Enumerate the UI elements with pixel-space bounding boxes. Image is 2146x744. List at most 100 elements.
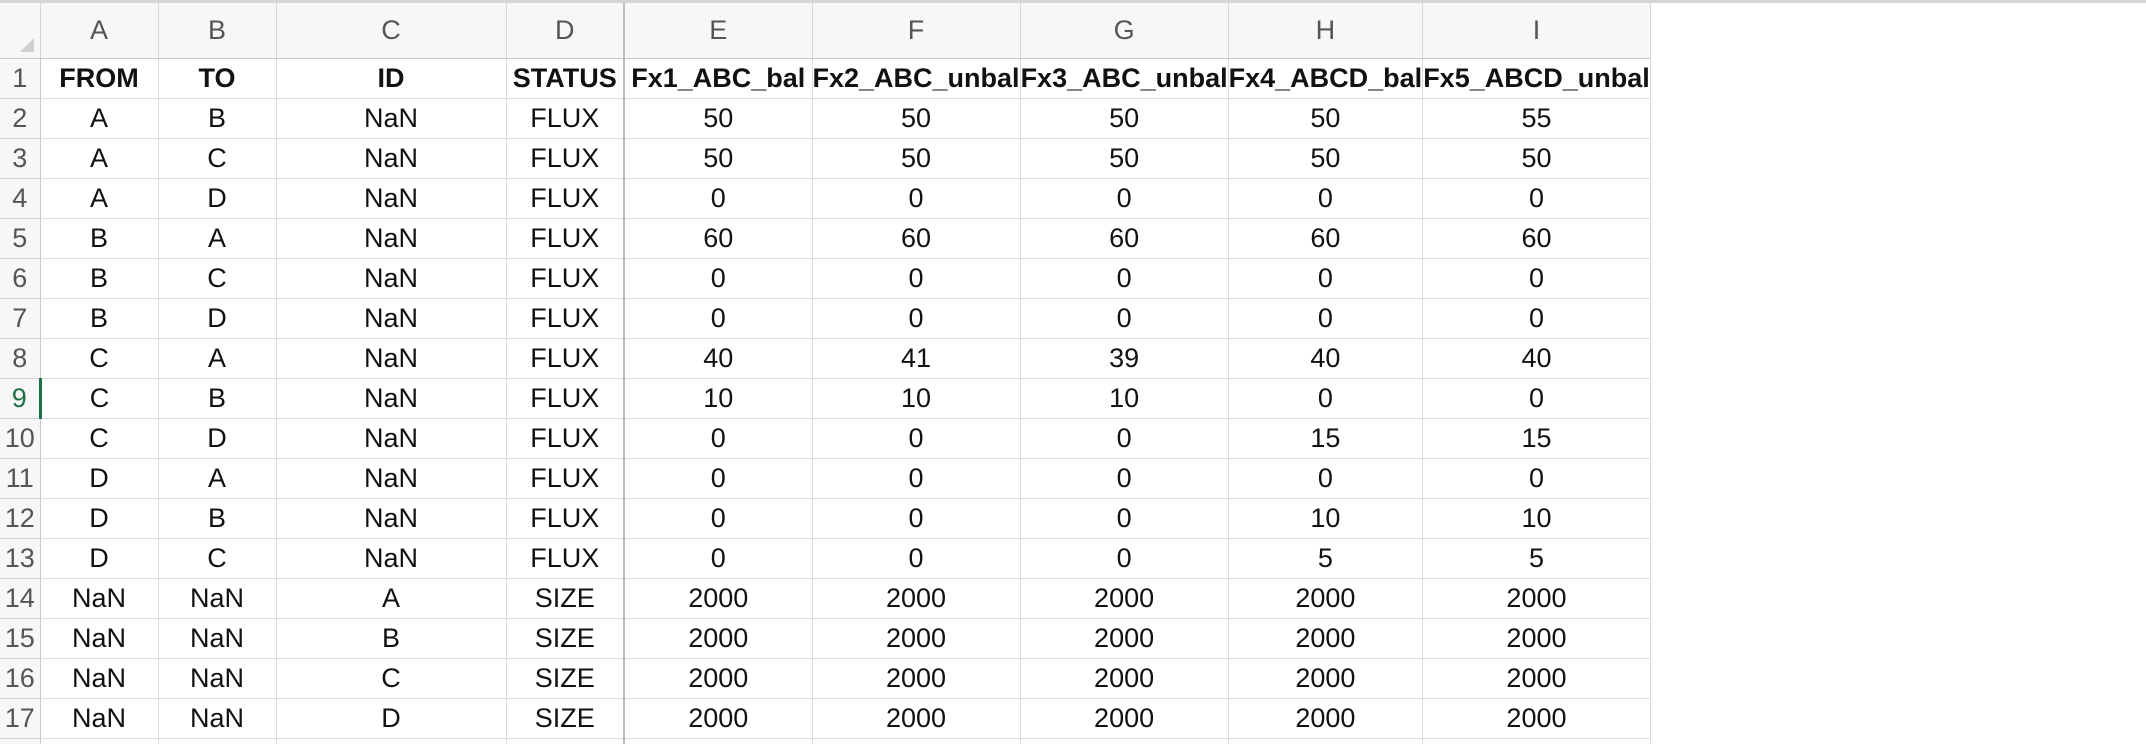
- data-cell[interactable]: 60: [1228, 218, 1424, 259]
- data-cell[interactable]: NaN: [276, 258, 507, 299]
- data-cell[interactable]: [506, 738, 625, 744]
- data-cell[interactable]: 0: [624, 178, 813, 219]
- data-cell[interactable]: 15: [1422, 418, 1651, 459]
- row-header-17[interactable]: 17: [0, 698, 41, 739]
- data-cell[interactable]: C: [40, 418, 159, 459]
- data-cell[interactable]: A: [40, 98, 159, 139]
- row-header-12[interactable]: 12: [0, 498, 41, 539]
- row-header-4[interactable]: 4: [0, 178, 41, 219]
- data-cell[interactable]: 2000: [1422, 698, 1651, 739]
- data-cell[interactable]: [624, 738, 813, 744]
- data-cell[interactable]: 2000: [1422, 658, 1651, 699]
- data-cell[interactable]: FLUX: [506, 298, 625, 339]
- data-cell[interactable]: 2000: [1020, 618, 1229, 659]
- data-cell[interactable]: 2000: [624, 618, 813, 659]
- row-header-14[interactable]: 14: [0, 578, 41, 619]
- data-cell[interactable]: D: [158, 418, 277, 459]
- data-cell[interactable]: NaN: [276, 418, 507, 459]
- data-cell[interactable]: 5: [1228, 538, 1424, 579]
- data-cell[interactable]: NaN: [276, 458, 507, 499]
- row-header-10[interactable]: 10: [0, 418, 41, 459]
- data-cell[interactable]: 41: [812, 338, 1021, 379]
- data-cell[interactable]: 10: [1020, 378, 1229, 419]
- row-header-6[interactable]: 6: [0, 258, 41, 299]
- data-cell[interactable]: 10: [1228, 498, 1424, 539]
- data-cell[interactable]: 60: [1422, 218, 1651, 259]
- data-cell[interactable]: [40, 738, 159, 744]
- data-cell[interactable]: NaN: [276, 218, 507, 259]
- row-header-9[interactable]: 9: [0, 378, 42, 419]
- data-cell[interactable]: SIZE: [506, 578, 625, 619]
- data-cell[interactable]: SIZE: [506, 618, 625, 659]
- column-header-g[interactable]: G: [1020, 3, 1229, 59]
- data-cell[interactable]: NaN: [276, 538, 507, 579]
- data-cell[interactable]: D: [40, 498, 159, 539]
- data-cell[interactable]: 0: [812, 538, 1021, 579]
- row-header-8[interactable]: 8: [0, 338, 41, 379]
- data-cell[interactable]: 0: [624, 538, 813, 579]
- data-cell[interactable]: 0: [1228, 178, 1424, 219]
- data-cell[interactable]: A: [158, 338, 277, 379]
- data-cell[interactable]: 50: [812, 98, 1021, 139]
- data-cell[interactable]: 55: [1422, 98, 1651, 139]
- data-cell[interactable]: FLUX: [506, 138, 625, 179]
- data-cell[interactable]: 0: [1228, 458, 1424, 499]
- data-cell[interactable]: 0: [1422, 178, 1651, 219]
- data-cell[interactable]: NaN: [276, 138, 507, 179]
- data-cell[interactable]: 2000: [1020, 698, 1229, 739]
- row-header-3[interactable]: 3: [0, 138, 41, 179]
- data-cell[interactable]: 2000: [1422, 578, 1651, 619]
- data-cell[interactable]: 2000: [1228, 578, 1424, 619]
- data-cell[interactable]: 2000: [1228, 658, 1424, 699]
- data-cell[interactable]: NaN: [276, 498, 507, 539]
- data-cell[interactable]: NaN: [40, 618, 159, 659]
- data-cell[interactable]: NaN: [40, 578, 159, 619]
- data-cell[interactable]: 2000: [812, 658, 1021, 699]
- data-cell[interactable]: SIZE: [506, 658, 625, 699]
- column-header-i[interactable]: I: [1422, 3, 1651, 59]
- header-cell[interactable]: ID: [276, 58, 507, 99]
- data-cell[interactable]: 0: [1228, 258, 1424, 299]
- data-cell[interactable]: 0: [1020, 178, 1229, 219]
- data-cell[interactable]: B: [40, 258, 159, 299]
- data-cell[interactable]: D: [40, 458, 159, 499]
- data-cell[interactable]: 50: [1020, 138, 1229, 179]
- data-cell[interactable]: 15: [1228, 418, 1424, 459]
- data-cell[interactable]: D: [158, 178, 277, 219]
- data-cell[interactable]: 0: [1020, 498, 1229, 539]
- column-header-c[interactable]: C: [276, 3, 507, 59]
- data-cell[interactable]: NaN: [276, 338, 507, 379]
- row-header-16[interactable]: 16: [0, 658, 41, 699]
- row-header-15[interactable]: 15: [0, 618, 41, 659]
- header-cell[interactable]: Fx1_ABC_bal: [624, 58, 813, 99]
- row-header-1[interactable]: 1: [0, 58, 41, 99]
- data-cell[interactable]: FLUX: [506, 378, 625, 419]
- data-cell[interactable]: 39: [1020, 338, 1229, 379]
- data-cell[interactable]: D: [158, 298, 277, 339]
- data-cell[interactable]: 2000: [624, 698, 813, 739]
- data-cell[interactable]: 2000: [1422, 618, 1651, 659]
- data-cell[interactable]: [812, 738, 1021, 744]
- data-cell[interactable]: SIZE: [506, 698, 625, 739]
- data-cell[interactable]: 50: [624, 98, 813, 139]
- data-cell[interactable]: 0: [812, 258, 1021, 299]
- data-cell[interactable]: FLUX: [506, 258, 625, 299]
- data-cell[interactable]: A: [158, 218, 277, 259]
- data-cell[interactable]: B: [276, 618, 507, 659]
- data-cell[interactable]: B: [40, 298, 159, 339]
- data-cell[interactable]: 50: [1422, 138, 1651, 179]
- data-cell[interactable]: [158, 738, 277, 744]
- data-cell[interactable]: [1228, 738, 1424, 744]
- data-cell[interactable]: 40: [1422, 338, 1651, 379]
- data-cell[interactable]: 2000: [812, 698, 1021, 739]
- data-cell[interactable]: 50: [624, 138, 813, 179]
- data-cell[interactable]: NaN: [158, 618, 277, 659]
- header-cell[interactable]: Fx3_ABC_unbal: [1020, 58, 1229, 99]
- data-cell[interactable]: FLUX: [506, 178, 625, 219]
- data-cell[interactable]: 0: [624, 458, 813, 499]
- data-cell[interactable]: B: [158, 498, 277, 539]
- header-cell[interactable]: Fx4_ABCD_bal: [1228, 58, 1424, 99]
- column-header-e[interactable]: E: [624, 3, 813, 59]
- row-header-5[interactable]: 5: [0, 218, 41, 259]
- column-header-h[interactable]: H: [1228, 3, 1424, 59]
